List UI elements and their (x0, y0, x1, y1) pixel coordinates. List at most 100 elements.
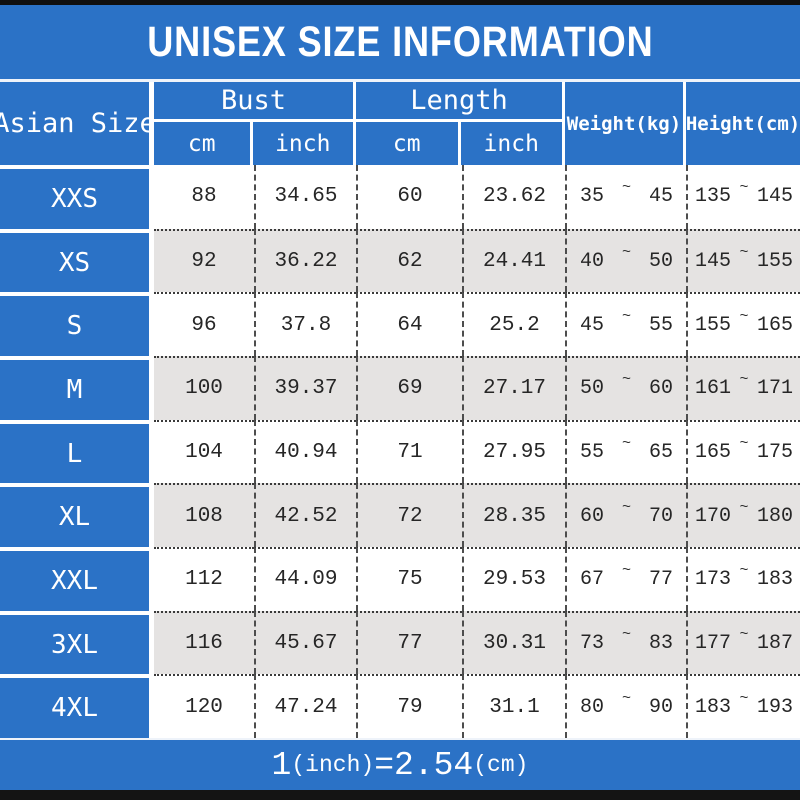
height-min: 170 (695, 504, 732, 528)
weight-min: 35 (580, 185, 605, 209)
table-row: XL 108 42.52 72 28.35 60 ~ 70 170 ~ 180 (0, 483, 800, 548)
bust-cm-cell: 120 (154, 674, 254, 739)
height-range-cell: 165 ~ 175 (686, 419, 800, 484)
weight-min: 67 (580, 568, 605, 592)
weight-max: 65 (648, 441, 673, 465)
bust-inch-cell: 37.8 (254, 292, 356, 357)
weight-max: 50 (648, 250, 673, 273)
header-bust-cm: cm (154, 122, 253, 165)
length-cm-cell: 75 (356, 547, 462, 611)
tilde-symbol: ~ (621, 244, 631, 261)
height-max: 171 (756, 377, 793, 401)
weight-range-cell: 73 ~ 83 (565, 610, 686, 675)
height-max: 180 (756, 504, 793, 528)
height-max: 165 (756, 313, 793, 337)
height-max: 145 (756, 185, 793, 209)
table-row: S 96 37.8 64 25.2 45 ~ 55 155 ~ 165 (0, 292, 800, 357)
tilde-symbol: ~ (621, 435, 631, 453)
bust-cm-cell: 116 (154, 610, 254, 675)
weight-range-cell: 55 ~ 65 (565, 419, 686, 484)
bust-cm-cell: 112 (154, 547, 254, 611)
length-cm-cell: 60 (356, 165, 462, 229)
page-title: UNISEX SIZE INFORMATION (146, 17, 654, 66)
bust-cm-cell: 104 (154, 419, 254, 484)
footer-unit2: (cm) (473, 752, 529, 778)
footer-unit1: (inch) (291, 752, 375, 778)
length-cm-cell: 72 (356, 483, 462, 548)
tilde-symbol: ~ (621, 689, 631, 707)
bust-cm-cell: 108 (154, 483, 254, 548)
weight-max: 45 (648, 185, 673, 209)
weight-min: 45 (580, 313, 605, 337)
size-label-cell: M (0, 356, 154, 420)
tilde-symbol: ~ (739, 435, 749, 453)
header-bust-inch: inch (252, 122, 353, 165)
bust-cm-cell: 88 (154, 165, 254, 229)
height-max: 155 (756, 250, 793, 273)
header-asian-size: Asian Size (0, 82, 154, 165)
bust-inch-cell: 36.22 (254, 228, 356, 293)
length-inch-cell: 30.31 (462, 610, 565, 675)
bust-inch-cell: 44.09 (254, 547, 356, 611)
tilde-symbol: ~ (739, 371, 749, 389)
weight-min: 73 (580, 632, 605, 656)
weight-range-cell: 80 ~ 90 (565, 674, 686, 739)
length-inch-cell: 31.1 (462, 674, 565, 739)
table-row: XS 92 36.22 62 24.41 40 ~ 50 145 ~ 155 (0, 228, 800, 293)
weight-max: 77 (648, 568, 673, 592)
length-cm-cell: 71 (356, 419, 462, 484)
weight-min: 40 (580, 250, 605, 273)
height-range-cell: 183 ~ 193 (686, 674, 800, 739)
size-label-cell: XS (0, 228, 154, 293)
height-range-cell: 173 ~ 183 (686, 547, 800, 611)
height-range-cell: 155 ~ 165 (686, 292, 800, 357)
bottom-black-bar (0, 790, 800, 800)
height-range-cell: 145 ~ 155 (686, 228, 800, 293)
bust-cm-cell: 92 (154, 228, 254, 293)
length-inch-cell: 27.17 (462, 356, 565, 420)
table-row: 4XL 120 47.24 79 31.1 80 ~ 90 183 ~ 193 (0, 674, 800, 739)
length-cm-cell: 62 (356, 228, 462, 293)
size-label-cell: L (0, 419, 154, 484)
length-inch-cell: 23.62 (462, 165, 565, 229)
tilde-symbol: ~ (621, 498, 631, 516)
table-row: XXS 88 34.65 60 23.62 35 ~ 45 135 ~ 145 (0, 165, 800, 229)
weight-min: 55 (580, 441, 605, 465)
bust-inch-cell: 45.67 (254, 610, 356, 675)
height-max: 187 (756, 632, 793, 656)
height-min: 177 (695, 632, 732, 656)
bust-inch-cell: 42.52 (254, 483, 356, 548)
height-max: 175 (756, 441, 793, 465)
height-range-cell: 135 ~ 145 (686, 165, 800, 229)
length-inch-cell: 24.41 (462, 228, 565, 293)
table-row: XXL 112 44.09 75 29.53 67 ~ 77 173 ~ 183 (0, 547, 800, 611)
height-min: 183 (695, 695, 732, 719)
size-label-cell: 3XL (0, 610, 154, 675)
length-inch-cell: 27.95 (462, 419, 565, 484)
header-length-inch: inch (460, 122, 562, 165)
header-height: Height(cm) (686, 82, 800, 165)
length-cm-cell: 79 (356, 674, 462, 739)
footer-num2: 2.54 (394, 746, 474, 784)
tilde-symbol: ~ (621, 626, 631, 644)
weight-min: 80 (580, 695, 605, 719)
tilde-symbol: ~ (621, 371, 631, 389)
weight-max: 60 (648, 377, 673, 401)
tilde-symbol: ~ (739, 498, 749, 516)
weight-max: 90 (648, 695, 673, 719)
weight-range-cell: 35 ~ 45 (565, 165, 686, 229)
weight-min: 50 (580, 377, 605, 401)
title-bar: UNISEX SIZE INFORMATION (0, 5, 800, 82)
tilde-symbol: ~ (739, 689, 749, 707)
header-length: Length (356, 82, 562, 122)
tilde-symbol: ~ (621, 179, 631, 197)
bust-inch-cell: 47.24 (254, 674, 356, 739)
tilde-symbol: ~ (739, 562, 749, 580)
weight-max: 83 (648, 632, 673, 656)
table-row: L 104 40.94 71 27.95 55 ~ 65 165 ~ 175 (0, 419, 800, 484)
length-cm-cell: 77 (356, 610, 462, 675)
length-inch-cell: 25.2 (462, 292, 565, 357)
footer-num1: 1 (271, 746, 292, 784)
height-min: 155 (695, 313, 732, 337)
